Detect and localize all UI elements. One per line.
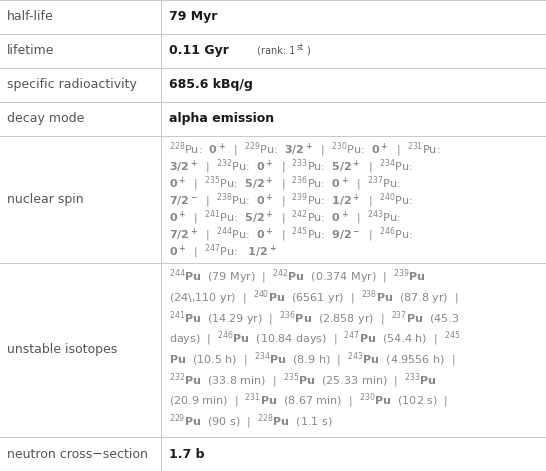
Text: 1.7 b: 1.7 b bbox=[169, 447, 205, 461]
Text: half-life: half-life bbox=[7, 10, 54, 24]
Text: $^{244}\mathbf{Pu}$  (79 Myr)  |  $^{242}\mathbf{Pu}$  (0.374 Myr)  |  $^{239}\m: $^{244}\mathbf{Pu}$ (79 Myr) | $^{242}\m… bbox=[169, 268, 426, 286]
Text: $\mathbf{Pu}$  (10.5 h)  |  $^{234}\mathbf{Pu}$  (8.9 h)  |  $^{243}\mathbf{Pu}$: $\mathbf{Pu}$ (10.5 h) | $^{234}\mathbf{… bbox=[169, 350, 455, 369]
Text: st: st bbox=[296, 42, 304, 52]
Text: days)  |  $^{246}\mathbf{Pu}$  (10.84 days)  |  $^{247}\mathbf{Pu}$  (54.4 h)  |: days) | $^{246}\mathbf{Pu}$ (10.84 days)… bbox=[169, 330, 460, 348]
Text: 685.6 kBq/g: 685.6 kBq/g bbox=[169, 78, 253, 91]
Text: $^{232}\mathbf{Pu}$  (33.8 min)  |  $^{235}\mathbf{Pu}$  (25.33 min)  |  $^{233}: $^{232}\mathbf{Pu}$ (33.8 min) | $^{235}… bbox=[169, 371, 436, 390]
Text: (20.9 min)  |  $^{231}\mathbf{Pu}$  (8.67 min)  |  $^{230}\mathbf{Pu}$  (102 s) : (20.9 min) | $^{231}\mathbf{Pu}$ (8.67 m… bbox=[169, 392, 448, 410]
Text: alpha emission: alpha emission bbox=[169, 112, 275, 125]
Text: decay mode: decay mode bbox=[7, 112, 85, 125]
Text: neutron cross−section: neutron cross−section bbox=[7, 447, 148, 461]
Text: unstable isotopes: unstable isotopes bbox=[7, 343, 117, 357]
Text: specific radioactivity: specific radioactivity bbox=[7, 78, 137, 91]
Text: 79 Myr: 79 Myr bbox=[169, 10, 218, 24]
Text: (24\,110 yr)  |  $^{240}\mathbf{Pu}$  (6561 yr)  |  $^{238}\mathbf{Pu}$  (87.8 y: (24\,110 yr) | $^{240}\mathbf{Pu}$ (6561… bbox=[169, 288, 458, 307]
Text: $\mathbf{3/2^+}$  |  $^{232}$Pu:  $\mathbf{0^+}$  |  $^{233}$Pu:  $\mathbf{5/2^+: $\mathbf{3/2^+}$ | $^{232}$Pu: $\mathbf{… bbox=[169, 157, 412, 176]
Text: $\mathbf{0^+}$  |  $^{241}$Pu:  $\mathbf{5/2^+}$  |  $^{242}$Pu:  $\mathbf{0^+}$: $\mathbf{0^+}$ | $^{241}$Pu: $\mathbf{5/… bbox=[169, 208, 400, 227]
Text: ): ) bbox=[306, 46, 310, 56]
Text: $\mathbf{0^+}$  |  $^{235}$Pu:  $\mathbf{5/2^+}$  |  $^{236}$Pu:  $\mathbf{0^+}$: $\mathbf{0^+}$ | $^{235}$Pu: $\mathbf{5/… bbox=[169, 174, 400, 193]
Text: $\mathbf{7/2^+}$  |  $^{244}$Pu:  $\mathbf{0^+}$  |  $^{245}$Pu:  $\mathbf{9/2^-: $\mathbf{7/2^+}$ | $^{244}$Pu: $\mathbf{… bbox=[169, 225, 412, 244]
Text: $^{229}\mathbf{Pu}$  (90 s)  |  $^{228}\mathbf{Pu}$  (1.1 s): $^{229}\mathbf{Pu}$ (90 s) | $^{228}\mat… bbox=[169, 413, 332, 431]
Text: $^{241}\mathbf{Pu}$  (14.29 yr)  |  $^{236}\mathbf{Pu}$  (2.858 yr)  |  $^{237}\: $^{241}\mathbf{Pu}$ (14.29 yr) | $^{236}… bbox=[169, 309, 459, 327]
Text: $\mathbf{7/2^-}$  |  $^{238}$Pu:  $\mathbf{0^+}$  |  $^{239}$Pu:  $\mathbf{1/2^+: $\mathbf{7/2^-}$ | $^{238}$Pu: $\mathbf{… bbox=[169, 191, 412, 210]
Text: 0.11 Gyr: 0.11 Gyr bbox=[169, 44, 229, 57]
Text: (rank: 1: (rank: 1 bbox=[254, 46, 295, 56]
Text: lifetime: lifetime bbox=[7, 44, 55, 57]
Text: $\mathbf{0^+}$  |  $^{247}$Pu:   $\mathbf{1/2^+}$: $\mathbf{0^+}$ | $^{247}$Pu: $\mathbf{1/… bbox=[169, 242, 277, 260]
Text: $^{228}$Pu:  $\mathbf{0^+}$  |  $^{229}$Pu:  $\mathbf{3/2^+}$  |  $^{230}$Pu:  $: $^{228}$Pu: $\mathbf{0^+}$ | $^{229}$Pu:… bbox=[169, 140, 440, 159]
Text: nuclear spin: nuclear spin bbox=[7, 193, 84, 206]
